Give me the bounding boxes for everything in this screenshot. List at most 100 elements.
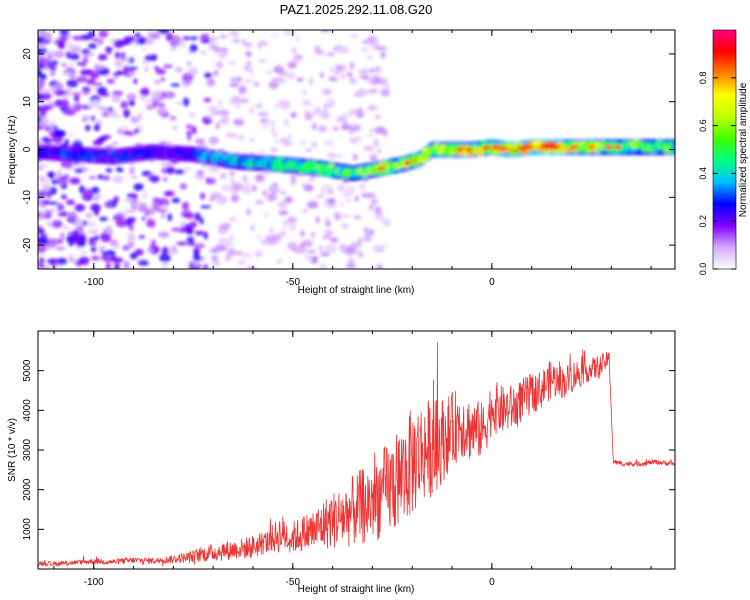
noise-blob — [112, 214, 124, 222]
noise-blob — [91, 186, 100, 194]
noise-blob — [215, 122, 220, 130]
noise-blob — [40, 209, 46, 215]
colorbar-gradient — [712, 29, 737, 270]
noise-blob — [171, 35, 182, 45]
noise-blob — [158, 231, 170, 238]
snr-series-line — [38, 342, 675, 568]
noise-blob — [279, 190, 288, 195]
noise-blob — [301, 101, 312, 107]
tick-label: 0 — [489, 277, 495, 288]
noise-blob — [144, 55, 155, 62]
noise-blob — [384, 84, 390, 89]
noise-blob — [325, 244, 337, 254]
noise-blob — [81, 87, 91, 91]
spectrogram-x-ticks: -100 -50 0 — [53, 30, 652, 288]
noise-blob — [271, 182, 279, 187]
noise-blob — [103, 255, 114, 263]
noise-blob — [182, 36, 190, 41]
noise-blob — [199, 217, 204, 225]
noise-blob — [105, 51, 112, 55]
noise-blob — [38, 78, 45, 88]
spectrogram-y-label: Frequency (Hz) — [7, 116, 18, 185]
chart-title: PAZ1.2025.292.11.08.G20 — [280, 2, 433, 17]
noise-blob — [160, 77, 166, 82]
noise-blob — [154, 80, 161, 84]
noise-blob — [87, 229, 100, 235]
noise-blob — [341, 74, 346, 79]
noise-blob — [120, 52, 126, 61]
tick-label: -20 — [22, 237, 33, 252]
noise-blob — [233, 118, 245, 126]
noise-blob — [87, 222, 96, 227]
noise-blob — [191, 125, 197, 135]
noise-blob — [262, 170, 271, 175]
noise-blob — [229, 83, 240, 88]
tick-label: -100 — [84, 277, 104, 288]
noise-blob — [91, 255, 100, 261]
noise-blob — [78, 256, 90, 266]
noise-blob — [224, 240, 233, 247]
noise-blob — [229, 31, 240, 37]
noise-blob — [357, 251, 364, 258]
noise-blob — [263, 212, 269, 218]
noise-blob — [97, 106, 107, 110]
noise-blob — [302, 208, 308, 214]
noise-blob — [291, 247, 298, 252]
noise-blob — [80, 49, 91, 55]
noise-blob — [139, 96, 146, 101]
noise-blob — [187, 61, 192, 66]
noise-blob — [248, 109, 254, 114]
noise-blob — [348, 80, 359, 85]
noise-blob — [360, 67, 369, 76]
noise-blob — [186, 213, 195, 219]
noise-blob — [345, 186, 357, 194]
noise-blob — [66, 87, 72, 97]
noise-blob — [360, 185, 366, 193]
ridge-peak — [491, 145, 500, 150]
noise-blob — [85, 212, 93, 219]
noise-blob — [78, 232, 87, 236]
noise-blob — [143, 67, 149, 72]
noise-blob — [365, 192, 376, 199]
noise-blob — [97, 245, 107, 250]
noise-blob — [69, 177, 81, 185]
noise-blob — [38, 36, 42, 44]
noise-blob — [188, 113, 195, 118]
tick-label: 0.6 — [698, 119, 708, 132]
tick-label: 0.0 — [698, 263, 708, 276]
noise-blob — [219, 117, 230, 125]
noise-blob — [185, 81, 192, 86]
noise-blob — [276, 259, 283, 264]
noise-blob — [184, 166, 191, 173]
noise-blob — [165, 166, 175, 175]
noise-blob — [360, 47, 370, 52]
noise-blob — [320, 187, 325, 196]
noise-blob — [91, 241, 97, 247]
noise-blob — [282, 219, 289, 229]
noise-blob — [194, 230, 205, 236]
noise-blob — [122, 36, 133, 45]
noise-blob — [373, 114, 382, 119]
noise-blob — [67, 211, 77, 220]
noise-blob — [155, 103, 166, 107]
noise-blob — [61, 70, 74, 76]
noise-blob — [374, 206, 382, 214]
noise-blob — [131, 175, 138, 180]
noise-blob — [328, 76, 339, 82]
noise-blob — [223, 113, 228, 118]
noise-blob — [57, 202, 63, 210]
noise-blob — [79, 250, 88, 256]
noise-blob — [60, 160, 73, 169]
noise-blob — [346, 199, 352, 203]
noise-blob — [367, 104, 378, 111]
noise-blob — [194, 138, 206, 144]
noise-blob — [250, 104, 261, 108]
noise-blob — [134, 32, 141, 38]
noise-blob — [267, 185, 280, 193]
noise-blob — [145, 104, 154, 111]
noise-blob — [42, 185, 51, 192]
noise-blob — [163, 191, 174, 197]
noise-blob — [141, 217, 146, 221]
noise-blob — [57, 212, 65, 217]
tick-label: 0 — [22, 146, 33, 152]
